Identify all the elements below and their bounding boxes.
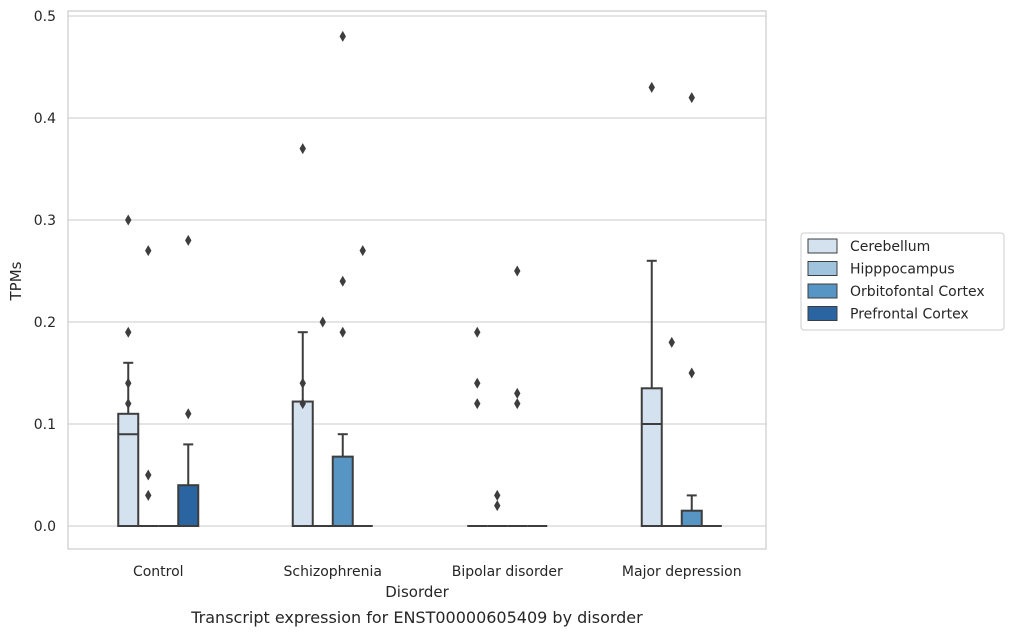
box: [312, 316, 333, 527]
box: [487, 489, 508, 527]
box: [661, 336, 682, 527]
outlier-point: [474, 398, 481, 410]
outlier-point: [514, 398, 521, 410]
box-iqr: [177, 484, 200, 528]
outlier-point: [145, 245, 152, 257]
outlier-point: [299, 143, 306, 155]
legend-label: Orbitofontal Cortex: [850, 284, 985, 300]
x-tick-label: Bipolar disorder: [452, 564, 563, 580]
outlier-point: [494, 500, 501, 512]
box-iqr: [331, 455, 354, 528]
series-cerebellum: [117, 81, 663, 527]
outlier-point: [299, 377, 306, 389]
box: [680, 92, 703, 528]
legend-item: Cerebellum: [807, 238, 930, 255]
series-prefrontal-cortex: [177, 234, 722, 528]
legend-item: Prefrontal Cortex: [807, 306, 969, 323]
box: [291, 143, 314, 527]
legend-swatch: [807, 283, 838, 299]
x-tick-label: Control: [133, 564, 184, 580]
series-orbitofontal-cortex: [158, 30, 703, 528]
outlier-point: [125, 326, 132, 338]
outlier-point: [494, 489, 501, 501]
outlier-point: [145, 469, 152, 481]
outlier-point: [648, 81, 655, 93]
outlier-point: [125, 377, 132, 389]
y-tick-label: 0.5: [34, 9, 56, 25]
legend-item: Orbitofontal Cortex: [807, 283, 985, 300]
y-tick-label: 0.2: [34, 315, 56, 331]
legend: Cerebellum Hipppocampus Orbitofontal Corte…: [800, 232, 1005, 331]
y-tick-label: 0.3: [34, 213, 56, 229]
box: [352, 245, 373, 527]
legend-swatch: [807, 261, 838, 276]
box: [138, 245, 159, 527]
y-tick-label: 0.0: [34, 519, 56, 535]
x-axis-ticks: Control Schizophrenia Bipolar disorder Majo…: [133, 564, 742, 580]
box-iqr: [291, 400, 314, 527]
outlier-point: [339, 275, 346, 287]
outlier-point: [474, 377, 481, 389]
outlier-point: [359, 245, 366, 257]
legend-label: Cerebellum: [850, 239, 930, 255]
y-tick-label: 0.4: [34, 111, 56, 127]
box-layer: [117, 30, 722, 528]
series-hipppocampus: [138, 245, 682, 527]
outlier-point: [185, 234, 192, 246]
x-tick-label: Schizophrenia: [284, 564, 382, 580]
outlier-point: [339, 30, 346, 42]
plot-frame: [67, 10, 767, 550]
box-iqr: [117, 412, 140, 527]
box: [640, 81, 663, 527]
chart-caption: Transcript expression for ENST0000060540…: [190, 608, 643, 627]
box: [331, 30, 354, 528]
outlier-point: [145, 489, 152, 501]
y-axis-ticks: 0.0 0.1 0.2 0.3 0.4 0.5: [34, 9, 56, 535]
box: [117, 214, 140, 527]
outlier-point: [474, 326, 481, 338]
outlier-point: [299, 398, 306, 410]
outlier-point: [125, 214, 132, 226]
legend-label: Hipppocampus: [850, 262, 955, 278]
outlier-point: [185, 408, 192, 420]
box: [507, 265, 528, 527]
box-iqr: [680, 509, 703, 528]
box: [467, 326, 488, 527]
legend-label: Prefrontal Cortex: [850, 307, 969, 323]
legend-swatch: [807, 238, 838, 254]
box: [177, 234, 200, 528]
legend-frame: [800, 232, 1005, 331]
legend-item: Hipppocampus: [807, 261, 955, 278]
outlier-point: [514, 265, 521, 277]
y-axis-label: TPMs: [7, 261, 25, 301]
outlier-point: [668, 336, 675, 348]
outlier-point: [514, 387, 521, 399]
x-axis-label: Disorder: [385, 583, 449, 601]
outlier-point: [688, 92, 695, 104]
x-tick-label: Major depression: [622, 564, 742, 580]
y-tick-label: 0.1: [34, 417, 56, 433]
box-iqr: [640, 387, 663, 527]
legend-swatch: [807, 306, 838, 321]
outlier-point: [688, 367, 695, 379]
outlier-point: [339, 326, 346, 338]
outlier-point: [125, 398, 132, 410]
outlier-point: [319, 316, 326, 328]
